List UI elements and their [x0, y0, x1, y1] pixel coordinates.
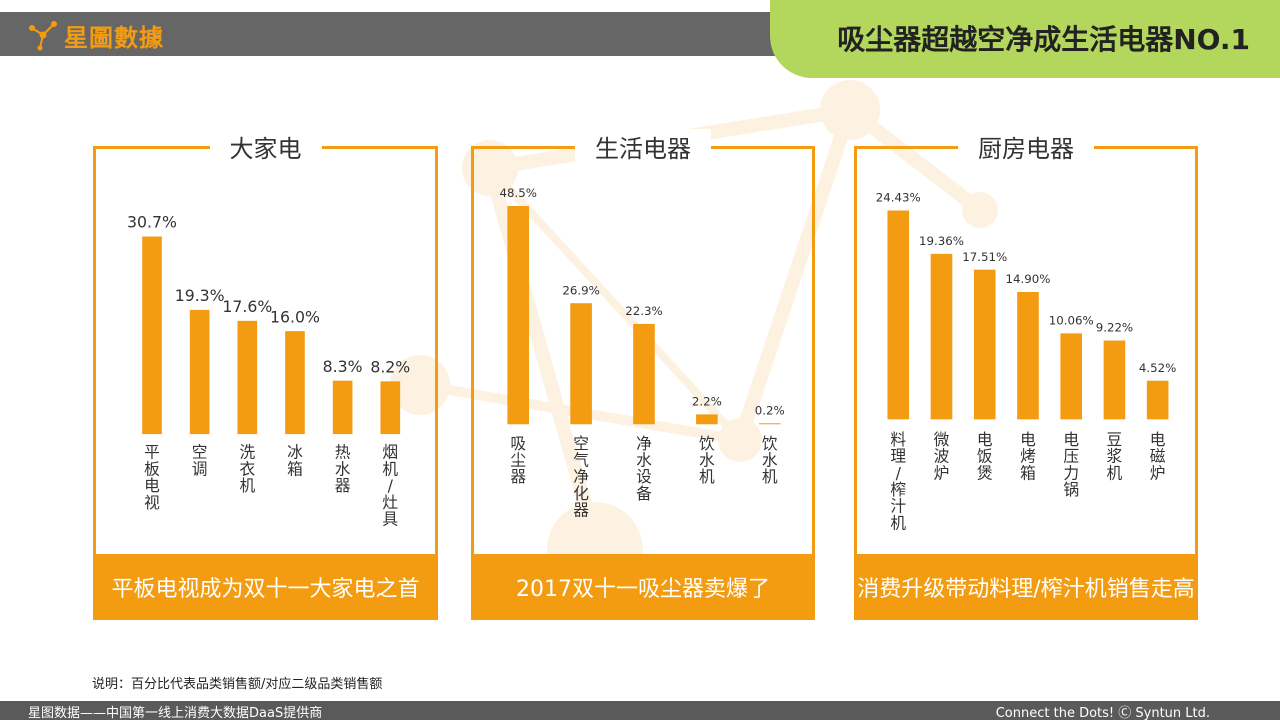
- panel-title: 生活电器: [575, 129, 711, 164]
- panel-caption: 2017双十一吸尘器卖爆了: [471, 554, 815, 620]
- data-label: 26.9%: [562, 283, 599, 297]
- bar-5: [332, 380, 353, 435]
- category-label: 电磁炉: [1150, 430, 1166, 482]
- panel-title: 厨房电器: [958, 129, 1094, 164]
- panel-title: 大家电: [209, 129, 322, 164]
- data-label: 48.5%: [499, 186, 536, 200]
- bar-7: [1146, 380, 1169, 420]
- category-label: 空气净化器: [573, 434, 589, 520]
- data-label: 8.3%: [323, 357, 363, 376]
- data-label: 30.7%: [127, 213, 177, 232]
- bar-3: [633, 323, 655, 425]
- bar-6: [380, 381, 401, 435]
- page-title: 吸尘器超越空净成生活电器NO.1: [837, 23, 1250, 56]
- title-banner: [770, 0, 1280, 78]
- data-label: 14.90%: [1006, 272, 1051, 286]
- bar-4: [696, 414, 718, 425]
- data-label: 10.06%: [1049, 314, 1094, 328]
- footer-copyright: Connect the Dots! Ⓒ Syntun Ltd.: [995, 706, 1210, 721]
- panel-caption: 平板电视成为双十一大家电之首: [93, 554, 438, 620]
- data-label: 17.6%: [222, 297, 272, 316]
- panel-caption: 消费升级带动料理/榨汁机销售走高: [854, 554, 1198, 620]
- panel-kitchen-appliances: 厨房电器 24.43% 料理/榨汁机 19.36% 微波炉 17.51% 电饭煲 14.90…: [854, 129, 1198, 620]
- category-label: 冰箱: [287, 443, 303, 479]
- data-label: 0.2%: [755, 403, 785, 417]
- category-label: 豆浆机: [1107, 430, 1123, 482]
- category-label: 净水设备: [636, 434, 652, 503]
- data-label: 2.2%: [692, 395, 722, 409]
- bar-1: [887, 210, 910, 420]
- category-label: 吸尘器: [510, 434, 526, 486]
- category-label: 空调: [192, 443, 208, 479]
- category-label: 电烤箱: [1020, 430, 1036, 482]
- footer-tagline: 星图数据——中国第一线上消费大数据DaaS提供商: [28, 706, 323, 721]
- bar-2: [930, 253, 953, 420]
- bar-chart-living-appliances: 48.5% 吸尘器 26.9% 空气净化器 22.3% 净水设备 2.2% 饮水机 0.2% 饮水…: [499, 186, 785, 520]
- data-label: 19.3%: [175, 286, 225, 305]
- data-label: 16.0%: [270, 307, 320, 326]
- category-label: 洗衣机: [239, 443, 255, 495]
- category-label: 热水器: [335, 443, 351, 495]
- panel-living-appliances: 生活电器 48.5% 吸尘器 26.9% 空气净化器 22.3% 净水设备 2.2% 饮水机 0…: [471, 129, 815, 620]
- data-label: 19.36%: [919, 234, 964, 248]
- panel-major-appliances: 大家电 30.7% 平板电视 19.3% 空调 17.6% 洗衣机 16.0% 冰箱 8.3% 热…: [93, 129, 438, 620]
- bar-4: [1017, 291, 1039, 420]
- bar-2: [189, 309, 210, 435]
- bar-3: [237, 320, 258, 435]
- bar-chart-kitchen-appliances: 24.43% 料理/榨汁机 19.36% 微波炉 17.51% 电饭煲 14.90% 电烤箱 1…: [876, 191, 1177, 533]
- header-bar: [0, 12, 800, 56]
- bar-2: [570, 303, 592, 425]
- data-label: 22.3%: [625, 304, 662, 318]
- data-label: 9.22%: [1096, 321, 1133, 335]
- bar-5: [1060, 333, 1083, 420]
- category-label: 平板电视: [144, 443, 160, 512]
- category-label: 电饭煲: [977, 430, 993, 482]
- footer-bar: 星图数据——中国第一线上消费大数据DaaS提供商 Connect the Dot…: [0, 701, 1280, 721]
- bar-4: [285, 331, 305, 435]
- bar-1: [507, 206, 530, 425]
- data-label: 8.2%: [370, 357, 410, 376]
- category-label: 料理/榨汁机: [890, 430, 906, 533]
- bar-5: [758, 423, 781, 425]
- data-label: 4.52%: [1139, 361, 1176, 375]
- category-label: 微波炉: [934, 430, 950, 482]
- data-label: 24.43%: [876, 191, 921, 205]
- logo-text: 星圖數據: [64, 23, 164, 52]
- category-label: 烟机/灶具: [382, 443, 398, 529]
- category-label: 饮水机: [699, 434, 715, 486]
- bar-chart-major-appliances: 30.7% 平板电视 19.3% 空调 17.6% 洗衣机 16.0% 冰箱 8.3% 热水器 8.…: [127, 213, 410, 529]
- bar-3: [973, 269, 996, 420]
- constellation-logo-icon: [29, 21, 57, 51]
- category-label: 电压力锅: [1063, 430, 1079, 499]
- bar-6: [1103, 340, 1126, 420]
- brand-logo: 星圖數據: [26, 18, 164, 52]
- bar-1: [142, 236, 162, 435]
- category-label: 饮水机: [762, 434, 778, 486]
- data-label: 17.51%: [962, 250, 1007, 264]
- footnote: 说明：百分比代表品类销售额/对应二级品类销售额: [92, 677, 383, 692]
